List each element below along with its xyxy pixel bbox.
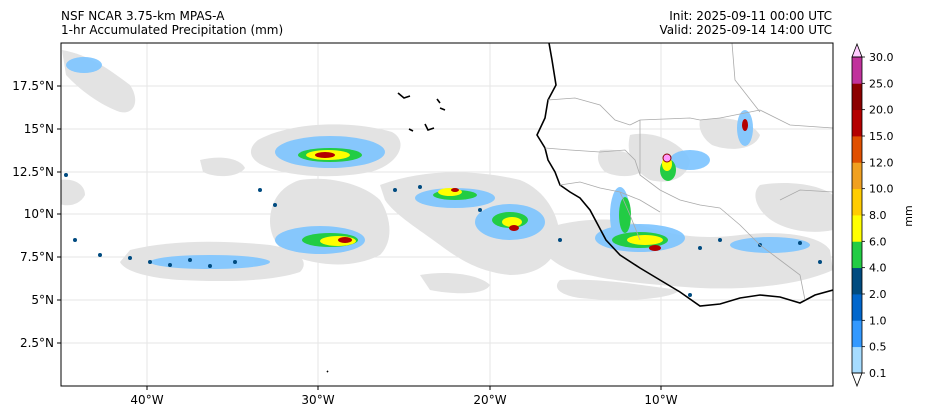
colorbar-level-label: 30.0 bbox=[869, 51, 894, 64]
map-timestamps: Init: 2025-09-11 00:00 UTC Valid: 2025-0… bbox=[659, 9, 832, 37]
lon-label-30w: 30°W bbox=[301, 393, 334, 407]
lon-label-40w: 40°W bbox=[130, 393, 163, 407]
heavy-precip-cores bbox=[64, 119, 822, 297]
colorbar-level-label: 15.0 bbox=[869, 130, 894, 143]
map-title: NSF NCAR 3.75-km MPAS-A 1-hr Accumulated… bbox=[61, 9, 283, 37]
colorbar-segment bbox=[852, 267, 862, 295]
colorbar-segment bbox=[852, 83, 862, 111]
colorbar-extend-high bbox=[851, 42, 863, 58]
colorbar-segment bbox=[852, 57, 862, 84]
lon-label-20w: 20°W bbox=[473, 393, 506, 407]
axis-ticks bbox=[57, 85, 662, 390]
colorbar-segment bbox=[852, 294, 862, 321]
colorbar-level-label: 20.0 bbox=[869, 104, 894, 117]
colorbar-segment bbox=[852, 241, 862, 269]
coastline bbox=[326, 43, 833, 373]
lat-label-5n: 5°N bbox=[31, 293, 54, 307]
colorbar-segment bbox=[852, 320, 862, 348]
colorbar-segment bbox=[852, 215, 862, 242]
colorbar-labels: 0.1 0.5 1.0 2.0 4.0 6.0 8.0 10.0 12.0 15.0 20.0 25.… bbox=[862, 51, 894, 380]
colorbar-level-label: 2.0 bbox=[869, 288, 887, 301]
longitude-labels: 40°W 30°W 20°W 10°W bbox=[130, 393, 677, 407]
model-name: NSF NCAR 3.75-km MPAS-A bbox=[61, 9, 225, 23]
init-time: Init: 2025-09-11 00:00 UTC bbox=[669, 9, 832, 23]
lat-label-15n: 15°N bbox=[24, 122, 54, 136]
colorbar-level-label: 6.0 bbox=[869, 235, 887, 248]
colorbar-segment bbox=[852, 136, 862, 163]
colorbar-level-label: 1.0 bbox=[869, 314, 887, 327]
colorbar-segments bbox=[852, 57, 862, 374]
colorbar-level-label: 4.0 bbox=[869, 262, 887, 275]
lat-label-17-5n: 17.5°N bbox=[12, 79, 54, 93]
lat-label-12-5n: 12.5°N bbox=[12, 165, 54, 179]
country-borders bbox=[544, 43, 833, 301]
colorbar-extend-low bbox=[851, 372, 863, 388]
lat-label-10n: 10°N bbox=[24, 207, 54, 221]
colorbar-level-label: 25.0 bbox=[869, 77, 894, 90]
colorbar-unit: mm bbox=[902, 205, 915, 226]
lon-label-10w: 10°W bbox=[644, 393, 677, 407]
colorbar-segment bbox=[852, 162, 862, 190]
colorbar-segment bbox=[852, 188, 862, 216]
colorbar-level-label: 8.0 bbox=[869, 209, 887, 222]
colorbar-segment bbox=[852, 346, 862, 374]
field-name: 1-hr Accumulated Precipitation (mm) bbox=[61, 23, 284, 37]
valid-time: Valid: 2025-09-14 14:00 UTC bbox=[659, 23, 832, 37]
lat-label-7-5n: 7.5°N bbox=[20, 250, 54, 264]
colorbar: 0.1 0.5 1.0 2.0 4.0 6.0 8.0 10.0 12.0 15.0 20.0 25.… bbox=[851, 42, 915, 388]
colorbar-segment bbox=[852, 109, 862, 137]
colorbar-level-label: 0.1 bbox=[869, 367, 887, 380]
colorbar-level-label: 10.0 bbox=[869, 183, 894, 196]
colorbar-level-label: 0.5 bbox=[869, 341, 887, 354]
latitude-labels: 17.5°N 15°N 12.5°N 10°N 7.5°N 5°N 2.5°N bbox=[12, 79, 54, 350]
lat-label-2-5n: 2.5°N bbox=[20, 336, 54, 350]
colorbar-level-label: 12.0 bbox=[869, 156, 894, 169]
